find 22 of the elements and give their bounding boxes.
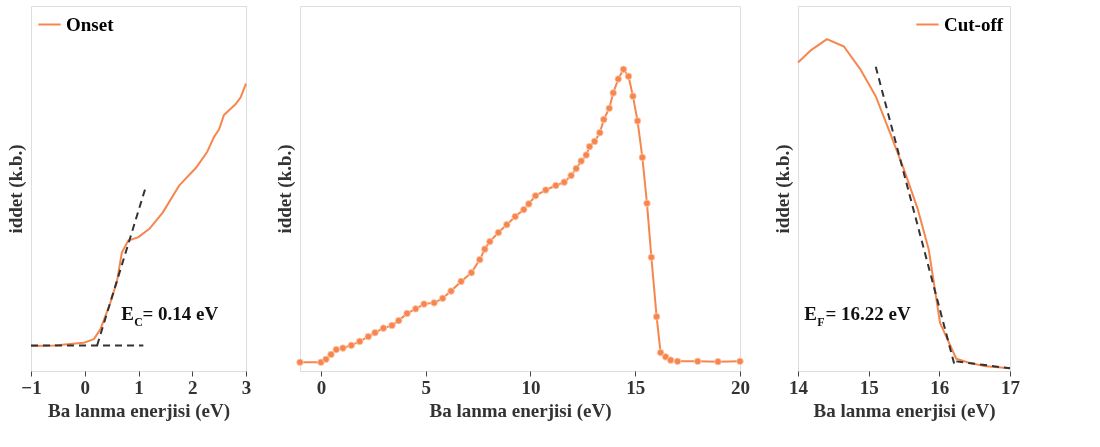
x-axis-title: Ba lanma enerjisi (eV): [813, 399, 996, 422]
x-tick-label: 5: [421, 376, 431, 398]
x-tick-label: 20: [731, 376, 750, 398]
x-tick-label: 2: [188, 376, 198, 398]
x-tick-label: 17: [1001, 376, 1021, 398]
x-axis-title: Ba lanma enerjisi (eV): [47, 399, 231, 422]
x-tick-label: 16: [930, 376, 950, 398]
x-tick-label: 0: [80, 376, 90, 398]
x-tick-label: 1: [134, 376, 144, 398]
legend-label: Cut-off: [944, 13, 1004, 35]
x-axis-title: Ba lanma enerjisi (eV): [429, 399, 612, 422]
x-tick-label: 0: [316, 376, 327, 398]
y-axis-title: iddet (k.b.): [273, 144, 296, 234]
x-tick-label: 15: [859, 376, 879, 398]
x-tick-label: 15: [626, 376, 646, 398]
x-tick-label: −1: [21, 376, 42, 398]
x-tick-label: 14: [789, 376, 809, 398]
x-tick-label: 10: [521, 376, 541, 398]
y-axis-title: iddet (k.b.): [4, 144, 27, 234]
legend-label: Onset: [66, 13, 115, 35]
x-tick-label: 3: [241, 376, 252, 398]
y-axis-title: iddet (k.b.): [771, 144, 794, 234]
